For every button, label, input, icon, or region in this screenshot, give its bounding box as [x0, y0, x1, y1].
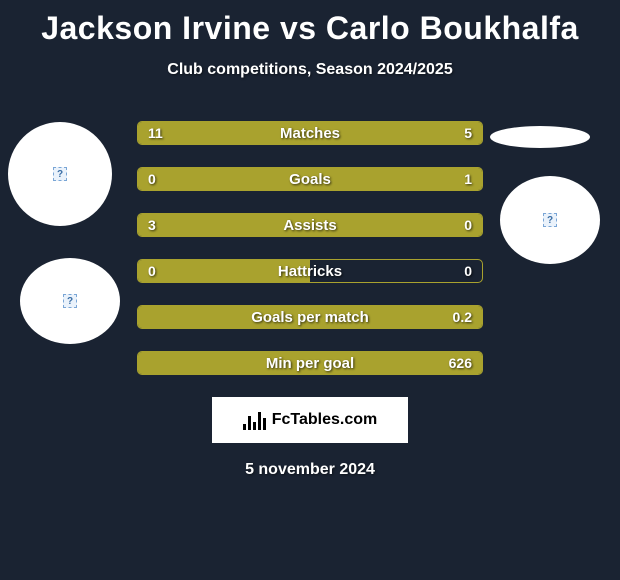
stat-row: 115Matches: [137, 121, 483, 145]
brand-box: FcTables.com: [212, 397, 408, 443]
placeholder-icon: ?: [53, 167, 67, 181]
stat-row: 00Hattricks: [137, 259, 483, 283]
subtitle: Club competitions, Season 2024/2025: [0, 61, 620, 79]
stat-row: 30Assists: [137, 213, 483, 237]
stat-row: 0.2Goals per match: [137, 305, 483, 329]
placeholder-icon: ?: [63, 294, 77, 308]
stat-label: Goals: [138, 168, 482, 190]
date-text: 5 november 2024: [0, 461, 620, 479]
stat-label: Min per goal: [138, 352, 482, 374]
stat-label: Matches: [138, 122, 482, 144]
brand-text: FcTables.com: [272, 411, 378, 429]
page-title: Jackson Irvine vs Carlo Boukhalfa: [0, 0, 620, 47]
decor-ellipse: [490, 126, 590, 148]
stat-label: Assists: [138, 214, 482, 236]
player-avatar: ?: [20, 258, 120, 344]
stat-label: Hattricks: [138, 260, 482, 282]
player-avatar: ?: [500, 176, 600, 264]
stat-row: 01Goals: [137, 167, 483, 191]
stat-row: 626Min per goal: [137, 351, 483, 375]
player-avatar: ?: [8, 122, 112, 226]
placeholder-icon: ?: [543, 213, 557, 227]
brand-chart-icon: [243, 410, 266, 430]
stats-container: 115Matches 01Goals 30Assists 00Hattricks 0.2…: [137, 121, 483, 375]
stat-label: Goals per match: [138, 306, 482, 328]
